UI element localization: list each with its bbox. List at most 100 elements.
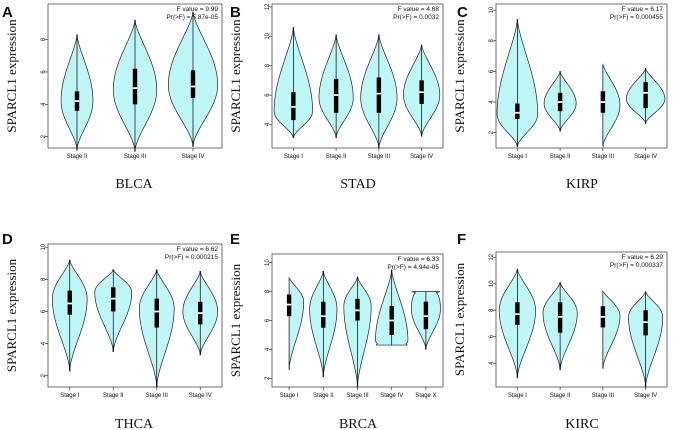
y-tick-label: 12	[489, 253, 495, 260]
violin-stage-iii: Stage III	[138, 269, 175, 399]
y-tick-label: 8	[265, 63, 271, 67]
violin-stage-iii: Stage III	[592, 63, 621, 160]
p-value-label: Pr(>F) = 0.000215	[165, 254, 218, 261]
violin-stage-ii: Stage II	[309, 271, 338, 399]
y-axis-label: SPARCL1 expression	[4, 258, 19, 372]
violin-stage-ii: Stage II	[543, 71, 577, 160]
y-tick-label: 6	[41, 70, 47, 74]
violin-median	[286, 303, 292, 306]
plot-frame	[495, 251, 668, 388]
x-tick-label: Stage II	[550, 154, 571, 160]
panel-caption: KIRP	[566, 177, 598, 192]
panel-caption: STAD	[340, 177, 375, 192]
violin-median	[600, 101, 606, 103]
violin-median	[74, 100, 80, 102]
panel-letter: A	[2, 4, 13, 21]
violin-median	[154, 310, 159, 313]
panel-caption: THCA	[115, 417, 154, 430]
violin-median	[643, 91, 648, 94]
y-tick-label: 6	[265, 93, 271, 97]
y-tick-label: 8	[41, 277, 47, 281]
violin-iqr-box	[643, 82, 648, 109]
y-tick-label: 6	[265, 318, 271, 322]
violin-median	[198, 312, 203, 314]
violin-median	[643, 321, 648, 324]
panel-caption: KIRC	[565, 417, 598, 430]
violin-median	[190, 85, 196, 88]
y-axis-label: SPARCL1 expression	[228, 263, 243, 377]
violin-stage-i: Stage I	[273, 27, 313, 160]
p-value-label: Pr(>F) = 0.000455	[610, 14, 663, 21]
y-tick-label: 10	[41, 243, 47, 250]
violin-median	[515, 111, 520, 114]
x-tick-label: Stage III	[124, 154, 147, 160]
violin-median	[600, 315, 606, 318]
y-tick-label: 4	[489, 361, 495, 365]
x-tick-label: Stage II	[326, 154, 347, 160]
y-tick-label: 8	[489, 38, 495, 42]
y-tick-label: 6	[489, 334, 495, 338]
y-axis-label: SPARCL1 expression	[452, 262, 467, 376]
y-tick-label: 8	[41, 37, 47, 41]
y-tick-label: 8	[489, 308, 495, 312]
plot-frame	[495, 3, 668, 149]
p-value-label: Pr(>F) = 0.000337	[610, 262, 663, 269]
violin-median	[423, 315, 429, 318]
y-axis-label: SPARCL1 expression	[228, 19, 243, 133]
panel-letter: E	[230, 231, 240, 248]
panel-d-thca: 2 4 6 8 10 SPARCL1 expression F value = 6.62Pr…	[2, 231, 223, 430]
violin-stage-iii: Stage III	[343, 276, 372, 399]
violin-stage-ii: Stage II	[94, 269, 133, 399]
violin-stage-iv: Stage IV	[182, 270, 219, 399]
x-tick-label: Stage III	[592, 154, 615, 160]
violin-stage-ii: Stage II	[60, 34, 94, 160]
violin-median	[132, 87, 138, 90]
violin-stage-i: Stage I	[51, 259, 88, 399]
x-tick-label: Stage III	[146, 393, 169, 399]
violin-stage-i: Stage I	[498, 268, 536, 399]
y-tick-label: 4	[265, 122, 271, 126]
violin-stage-ii: Stage II	[542, 282, 578, 399]
panel-caption: BLCA	[115, 177, 153, 192]
violin-shape	[289, 278, 304, 370]
violin-stage-x: Stage X	[411, 291, 441, 399]
p-value-label: Pr(>F) = 0.0032	[393, 14, 439, 21]
violin-median	[321, 315, 326, 318]
y-tick-label: 6	[41, 309, 47, 313]
y-tick-label: 10	[265, 259, 271, 266]
violin-median	[355, 309, 360, 312]
violin-iqr-box	[321, 301, 326, 328]
y-tick-label: 10	[489, 6, 495, 13]
panel-caption: BRCA	[339, 417, 378, 430]
panel-letter: F	[457, 231, 466, 248]
x-tick-label: Stage IV	[634, 393, 657, 399]
x-tick-label: Stage II	[550, 393, 571, 399]
p-value-label: Pr(>F) = 4.94e-05	[387, 264, 439, 271]
panel-letter: B	[230, 4, 241, 21]
x-tick-label: Stage III	[346, 393, 369, 399]
violin-median	[557, 315, 563, 318]
y-tick-label: 2	[489, 130, 495, 134]
plot-frame	[271, 3, 444, 149]
x-tick-label: Stage II	[67, 154, 88, 160]
y-axis-label: SPARCL1 expression	[452, 19, 467, 133]
violin-median	[419, 91, 424, 94]
violin-stage-iii: Stage III	[112, 19, 158, 160]
violin-median	[557, 101, 563, 103]
x-tick-label: Stage I	[508, 393, 527, 399]
violin-shape	[602, 65, 621, 147]
y-tick-label: 8	[265, 289, 271, 293]
x-tick-label: Stage X	[415, 393, 436, 399]
y-tick-label: 6	[489, 69, 495, 73]
panel-c-kirp: 2 4 6 8 10 SPARCL1 expression F value = 6.17Pr…	[452, 3, 668, 192]
violin-stage-iv: Stage IV	[628, 291, 664, 399]
panel-letter: D	[2, 231, 13, 248]
violin-shape	[602, 291, 621, 369]
panel-e-brca: 2 4 6 8 10 SPARCL1 expression F value = 6.33Pr…	[228, 231, 444, 430]
panel-letter: C	[457, 4, 468, 21]
violin-iqr-box	[190, 70, 196, 98]
plot-frame	[47, 243, 223, 388]
y-tick-label: 2	[265, 376, 271, 380]
